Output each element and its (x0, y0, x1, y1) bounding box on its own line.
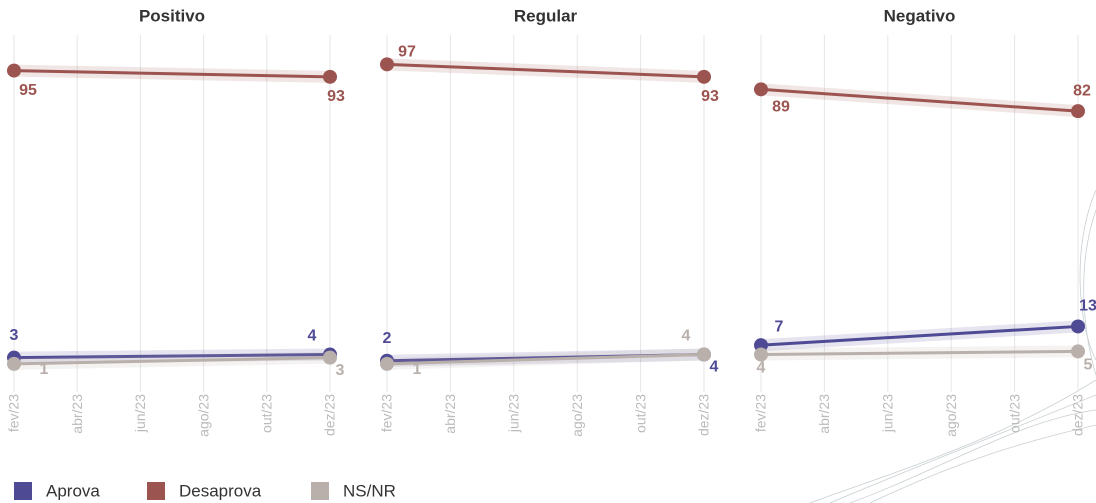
x-tick-label: dez/23 (696, 394, 712, 436)
data-label: 97 (398, 44, 416, 61)
legend-label: Aprova (46, 481, 100, 500)
legend-swatch (147, 482, 165, 500)
data-label: 93 (701, 88, 719, 105)
series-line (386, 353, 705, 366)
x-tick-label: out/23 (632, 394, 648, 433)
data-label: 7 (775, 318, 784, 335)
x-tick-label: abr/23 (816, 394, 832, 434)
data-point (697, 347, 711, 362)
x-tick-label: dez/23 (1070, 394, 1086, 436)
data-point (754, 82, 768, 97)
x-tick-label: ago/23 (569, 394, 585, 437)
chart-title: Positivo (139, 6, 205, 25)
data-point (7, 356, 21, 371)
x-tick-label: fev/23 (379, 394, 395, 432)
data-point (1071, 104, 1085, 119)
series-line (13, 356, 331, 366)
series-line (13, 69, 331, 79)
data-label: 4 (710, 359, 719, 376)
x-tick-label: fev/23 (753, 394, 769, 432)
series-line (13, 353, 331, 360)
series-line (760, 87, 1079, 113)
legend-label: Desaprova (179, 481, 262, 500)
data-label: 1 (413, 361, 422, 378)
x-tick-label: ago/23 (943, 394, 959, 437)
data-label: 95 (19, 82, 37, 99)
x-tick-label: out/23 (1006, 394, 1022, 433)
x-tick-label: abr/23 (442, 394, 458, 434)
chart-title: Regular (514, 6, 578, 25)
data-label: 4 (308, 328, 317, 345)
data-point (697, 69, 711, 84)
legend-swatch (14, 482, 32, 500)
data-label: 3 (336, 362, 345, 379)
data-point (1071, 344, 1085, 359)
data-point (323, 69, 337, 84)
series-line (760, 349, 1079, 357)
series-line (386, 62, 705, 79)
data-point (1071, 319, 1085, 334)
data-label: 4 (757, 360, 766, 377)
x-tick-label: dez/23 (322, 394, 338, 436)
data-label: 89 (772, 99, 790, 116)
data-label: 13 (1079, 298, 1096, 315)
series-line (760, 324, 1079, 347)
chart-title: Negativo (884, 6, 956, 25)
data-point (7, 63, 21, 78)
x-tick-label: abr/23 (69, 394, 85, 434)
data-label: 2 (383, 330, 392, 347)
data-point (380, 356, 394, 371)
x-tick-label: fev/23 (6, 394, 22, 432)
data-point (754, 347, 768, 362)
x-tick-label: jun/23 (506, 394, 522, 433)
data-label: 1 (40, 361, 49, 378)
data-label: 4 (682, 328, 691, 345)
data-label: 5 (1084, 357, 1093, 374)
legend-swatch (311, 482, 329, 500)
data-label: 93 (327, 88, 345, 105)
data-label: 3 (10, 327, 19, 344)
decoration (809, 189, 1096, 503)
data-label: 82 (1073, 82, 1091, 99)
data-point (380, 57, 394, 72)
x-tick-label: ago/23 (195, 394, 211, 437)
data-point (323, 350, 337, 365)
x-tick-label: jun/23 (880, 394, 896, 433)
x-tick-label: jun/23 (132, 394, 148, 433)
x-tick-label: out/23 (259, 394, 275, 433)
legend-label: NS/NR (343, 481, 396, 500)
